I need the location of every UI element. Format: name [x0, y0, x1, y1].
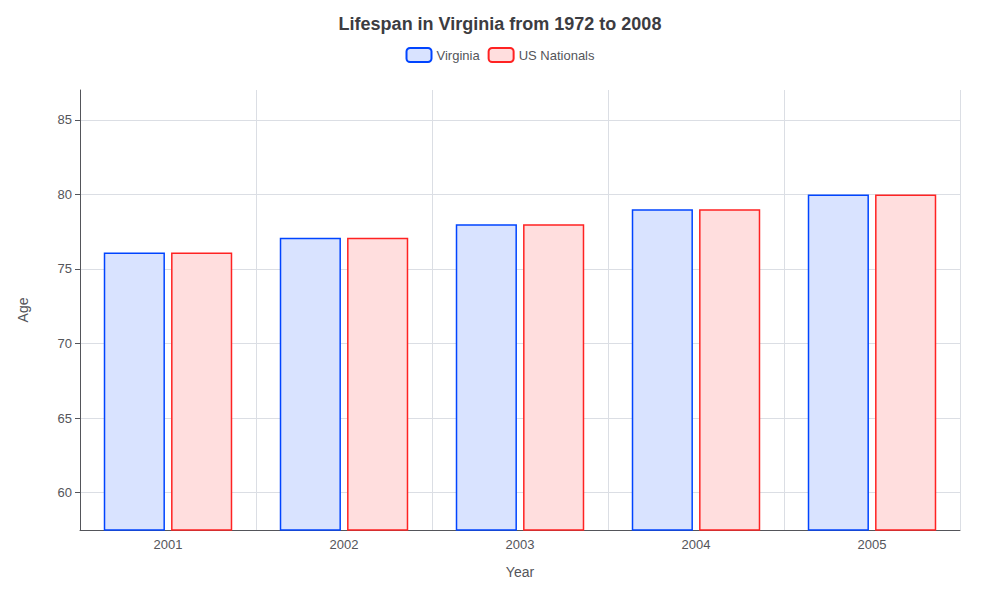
svg-text:2005: 2005 [858, 537, 887, 552]
svg-text:85: 85 [58, 112, 72, 127]
svg-text:Virginia: Virginia [437, 48, 481, 63]
svg-text:80: 80 [58, 187, 72, 202]
svg-text:60: 60 [58, 485, 72, 500]
svg-text:US Nationals: US Nationals [519, 48, 595, 63]
svg-text:70: 70 [58, 336, 72, 351]
svg-text:65: 65 [58, 411, 72, 426]
svg-text:2002: 2002 [330, 537, 359, 552]
svg-text:2001: 2001 [154, 537, 183, 552]
svg-text:Age: Age [15, 297, 31, 322]
svg-text:75: 75 [58, 261, 72, 276]
svg-text:2004: 2004 [682, 537, 711, 552]
svg-text:Lifespan in Virginia from 1972: Lifespan in Virginia from 1972 to 2008 [339, 14, 662, 34]
svg-text:2003: 2003 [506, 537, 535, 552]
svg-text:Year: Year [506, 564, 535, 580]
